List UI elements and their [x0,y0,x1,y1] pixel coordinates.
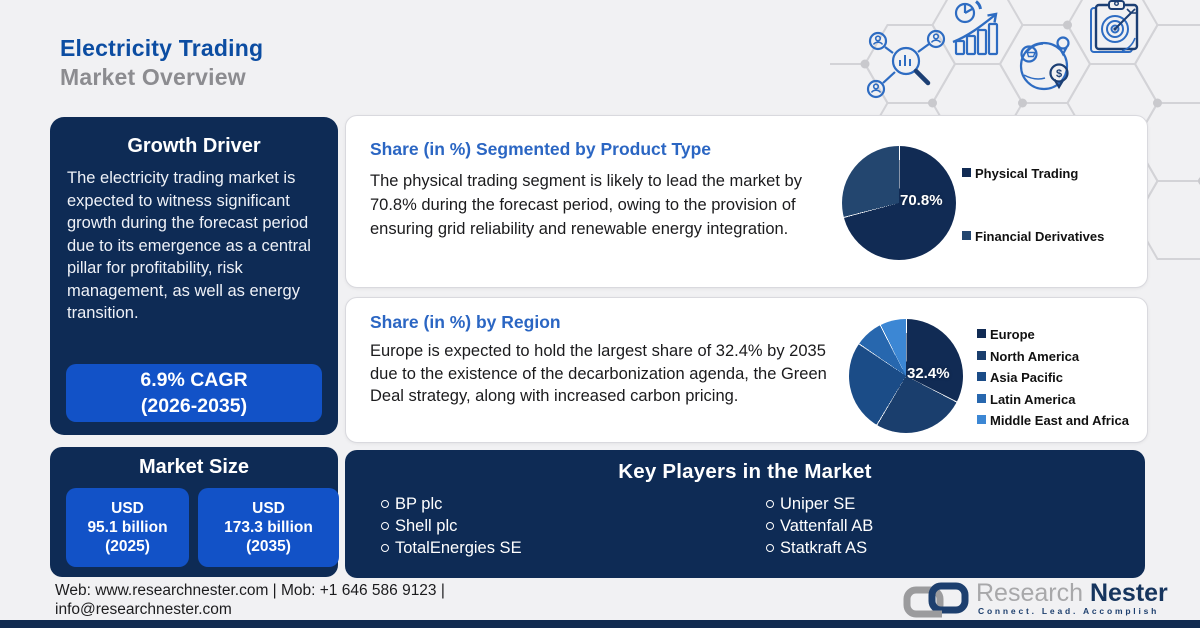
region-pie-chart: 32.4% [849,319,963,433]
legend-swatch [977,329,986,338]
market-size-value: 173.3 billion [224,519,313,536]
key-player-item: Vattenfall AB [766,515,873,537]
key-player-name: TotalEnergies SE [395,539,522,557]
target-strategy-icon [1090,0,1139,53]
key-players-column-2: Uniper SE Vattenfall AB Statkraft AS [766,493,873,559]
region-heading: Share (in %) by Region [370,312,561,332]
key-player-item: Uniper SE [766,493,873,515]
legend-swatch [977,393,986,403]
growth-driver-panel: Growth Driver The electricity trading ma… [50,117,338,435]
key-player-item: TotalEnergies SE [381,537,522,559]
market-size-2035-badge: USD 173.3 billion (2035) [198,488,339,567]
key-player-item: Statkraft AS [766,537,873,559]
legend-swatch [977,415,986,424]
brand-nester: Nester [1089,579,1168,607]
page-title-line1: Electricity Trading [60,35,264,61]
research-nester-logo: Research Nester Connect. Lead. Accomplis… [902,579,1168,619]
chain-links-icon [903,582,969,618]
global-market-icon: $ [1019,36,1070,91]
circle-bullet-icon [766,522,774,530]
market-size-year: (2025) [105,538,150,555]
product-type-pie-chart: 70.8% [842,146,956,260]
product-type-body: The physical trading segment is likely t… [370,172,802,238]
circle-bullet-icon [766,544,774,552]
brand-tagline: Connect. Lead. Accomplish [978,606,1160,616]
page-title: Electricity Trading Market Overview [60,34,263,92]
key-player-name: Vattenfall AB [780,517,874,535]
product-type-legend: Physical Trading Financial Derivatives [962,166,1104,244]
brand-research: Research [976,579,1083,607]
legend-label: Middle East and Africa [990,413,1129,428]
key-players-heading: Key Players in the Market [618,460,872,483]
key-players-panel: Key Players in the Market BP plc Shell p… [345,450,1145,578]
circle-bullet-icon [381,522,389,530]
legend-item: North America [977,349,1129,371]
page-title-line2: Market Overview [60,64,246,90]
hexagon-pattern: $ [830,0,1200,260]
product-type-pie-label: 70.8% [900,192,943,209]
legend-item: Financial Derivatives [962,229,1104,244]
contact-line2: info@researchnester.com [55,601,232,618]
market-size-panel: Market Size USD 95.1 billion (2025) USD … [50,447,339,577]
brand-wordmark: Research Nester [976,579,1168,608]
legend-item: Asia Pacific [977,370,1129,392]
legend-swatch [962,231,971,240]
legend-swatch [977,372,986,381]
key-player-name: Statkraft AS [780,539,868,557]
key-players-column-1: BP plc Shell plc TotalEnergies SE [381,493,522,559]
growth-driver-body: The electricity trading market is expect… [67,169,311,322]
legend-swatch [977,350,986,360]
region-pie-label: 32.4% [907,365,950,382]
key-player-item: BP plc [381,493,522,515]
product-type-card: Share (in %) Segmented by Product Type T… [345,115,1148,288]
circle-bullet-icon [766,500,774,508]
key-player-item: Shell plc [381,515,522,537]
cagr-period: (2026-2035) [140,395,248,417]
circle-bullet-icon [381,544,389,552]
market-size-value: 95.1 billion [87,519,168,536]
growth-chart-icon [952,0,999,56]
market-research-icon [866,29,946,99]
region-card: Share (in %) by Region Europe is expecte… [345,297,1148,443]
legend-label: North America [990,348,1080,364]
market-size-currency: USD [252,500,285,517]
legend-item: Europe [977,327,1129,349]
key-player-name: Uniper SE [780,495,856,513]
legend-swatch [962,168,971,177]
legend-item: Latin America [977,392,1129,414]
product-type-heading: Share (in %) Segmented by Product Type [370,139,711,159]
svg-text:$: $ [1056,68,1062,80]
bottom-accent-bar [0,620,1200,628]
key-player-name: BP plc [395,495,443,513]
region-legend: Europe North America Asia Pacific Latin … [977,327,1129,435]
market-size-currency: USD [111,500,144,517]
legend-label: Physical Trading [975,166,1079,181]
legend-label: Financial Derivatives [975,229,1105,244]
market-size-heading: Market Size [138,456,250,478]
circle-bullet-icon [381,500,389,508]
region-body: Europe is expected to hold the largest s… [370,342,827,405]
growth-driver-heading: Growth Driver [127,135,261,157]
legend-label: Europe [990,327,1035,342]
legend-label: Asia Pacific [990,370,1063,385]
market-size-year: (2035) [246,538,291,555]
cagr-badge: 6.9% CAGR (2026-2035) [66,364,322,422]
market-size-2025-badge: USD 95.1 billion (2025) [66,488,189,567]
key-player-name: Shell plc [395,517,458,535]
contact-info: Web: www.researchnester.com | Mob: +1 64… [55,581,445,619]
legend-item: Physical Trading [962,166,1104,181]
contact-line1: Web: www.researchnester.com | Mob: +1 64… [55,582,445,599]
legend-item: Middle East and Africa [977,413,1129,435]
legend-label: Latin America [990,391,1076,407]
cagr-value: 6.9% CAGR [140,369,248,391]
